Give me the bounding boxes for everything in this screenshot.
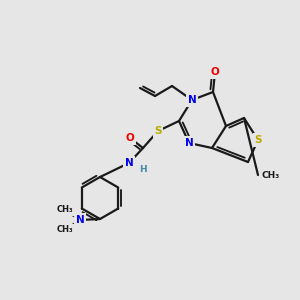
Text: CH₃: CH₃ <box>57 226 73 235</box>
Text: CH₃: CH₃ <box>262 170 280 179</box>
Text: S: S <box>254 135 262 145</box>
Text: S: S <box>154 126 162 136</box>
Text: H: H <box>139 166 147 175</box>
Text: O: O <box>126 133 134 143</box>
Text: N: N <box>184 138 194 148</box>
Text: CH₃: CH₃ <box>57 206 73 214</box>
Text: N: N <box>124 158 134 168</box>
Text: N: N <box>76 215 84 225</box>
Text: O: O <box>211 67 219 77</box>
Text: N: N <box>188 95 196 105</box>
